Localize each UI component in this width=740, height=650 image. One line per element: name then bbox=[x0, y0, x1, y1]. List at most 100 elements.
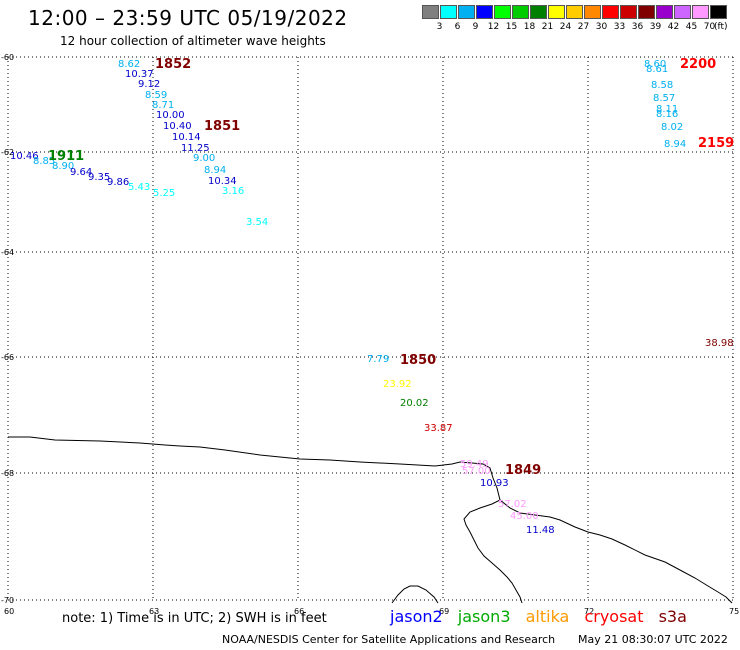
wave-height-value: 8.60 bbox=[644, 59, 666, 70]
wave-height-value: 8.57 bbox=[653, 93, 675, 104]
map-title: 12:00 – 23:59 UTC 05/19/2022 bbox=[28, 6, 348, 30]
scale-unit: (ft) bbox=[714, 22, 728, 32]
wave-height-value: 57.02 bbox=[498, 499, 527, 510]
scale-label: 39 bbox=[649, 22, 662, 32]
wave-height-value: 9.00 bbox=[193, 153, 215, 164]
wave-height-value: 20.02 bbox=[400, 398, 429, 409]
scale-label: 24 bbox=[559, 22, 572, 32]
satellite-legend: jason2 jason3 altika cryosat s3a bbox=[390, 607, 697, 626]
scale-label: 18 bbox=[523, 22, 536, 32]
pass-time-label: 1850 bbox=[400, 353, 436, 368]
wave-height-value: 45.00 bbox=[510, 511, 539, 522]
footer-credit: NOAA/NESDIS Center for Satellite Applica… bbox=[222, 633, 556, 646]
pass-time-label: 1851 bbox=[204, 119, 240, 134]
scale-swatch bbox=[692, 5, 709, 19]
footer-timestamp: May 21 08:30:07 UTC 2022 bbox=[578, 633, 728, 646]
pass-time-label: 1852 bbox=[155, 57, 191, 72]
scale-swatch bbox=[656, 5, 673, 19]
lat-label: -64 bbox=[1, 248, 14, 257]
scale-label: 70 bbox=[703, 22, 716, 32]
wave-height-value: 59.49 bbox=[460, 459, 489, 470]
scale-label: 30 bbox=[595, 22, 608, 32]
scale-swatch bbox=[620, 5, 637, 19]
wave-height-value: 8.71 bbox=[152, 100, 174, 111]
scale-label: 15 bbox=[505, 22, 518, 32]
wave-height-value: 8.02 bbox=[661, 122, 683, 133]
pass-time-label: 2159 bbox=[698, 136, 734, 151]
pass-time-label: 1849 bbox=[505, 463, 541, 478]
satellite-jason2: jason2 bbox=[390, 607, 443, 626]
wave-height-value: 3.54 bbox=[246, 217, 268, 228]
lon-label: 60 bbox=[4, 607, 14, 616]
scale-label: 27 bbox=[577, 22, 590, 32]
scale-swatch bbox=[512, 5, 529, 19]
wave-height-value: 10.14 bbox=[172, 132, 201, 143]
wave-height-value: 8.61 bbox=[646, 64, 668, 75]
satellite-jason3: jason3 bbox=[457, 607, 511, 626]
lat-label: -70 bbox=[1, 596, 14, 605]
scale-swatch bbox=[566, 5, 583, 19]
wave-height-value: 8.90 bbox=[52, 161, 74, 172]
wave-height-value: 8.59 bbox=[145, 90, 167, 101]
wave-height-value: 8.62 bbox=[118, 59, 140, 70]
wave-height-value: 9.35 bbox=[88, 172, 110, 183]
map-subtitle: 12 hour collection of altimeter wave hei… bbox=[60, 34, 326, 48]
satellite-altika: altika bbox=[525, 607, 570, 626]
wave-height-value: 23.92 bbox=[383, 379, 412, 390]
scale-label: 33 bbox=[613, 22, 626, 32]
scale-swatch bbox=[710, 5, 727, 19]
scale-swatch bbox=[602, 5, 619, 19]
lon-label: 75 bbox=[729, 607, 739, 616]
wave-height-value: 9.64 bbox=[70, 167, 92, 178]
scale-swatch bbox=[638, 5, 655, 19]
wave-height-value: 10.93 bbox=[480, 478, 509, 489]
wave-height-value: 10.00 bbox=[156, 110, 185, 121]
wave-height-value: 10.46 bbox=[10, 151, 39, 162]
wave-height-value: 57.00 bbox=[462, 466, 491, 477]
lat-label: -62 bbox=[1, 148, 14, 157]
wave-height-value: 10.34 bbox=[208, 176, 237, 187]
wave-height-value: 8.94 bbox=[204, 165, 226, 176]
scale-swatch bbox=[476, 5, 493, 19]
wave-height-value: 8.85 bbox=[33, 156, 55, 167]
scale-label: 45 bbox=[685, 22, 698, 32]
scale-swatch bbox=[422, 5, 439, 19]
wave-height-value: 8.94 bbox=[664, 139, 686, 150]
lon-label: 66 bbox=[294, 607, 304, 616]
scale-swatch bbox=[674, 5, 691, 19]
scale-label: 12 bbox=[487, 22, 500, 32]
wave-height-value: 7.79 bbox=[367, 354, 389, 365]
scale-swatch bbox=[440, 5, 457, 19]
wave-height-labels: 8.6210.379.128.598.7110.0010.4010.1411.2… bbox=[10, 57, 734, 536]
scale-swatch bbox=[458, 5, 475, 19]
note-text: note: 1) Time is in UTC; 2) SWH is in fe… bbox=[62, 611, 327, 626]
wave-height-value: 10.37 bbox=[125, 69, 154, 80]
scale-label: 21 bbox=[541, 22, 554, 32]
wave-height-value: 33.87 bbox=[424, 423, 453, 434]
lon-label: 63 bbox=[149, 607, 159, 616]
antarctic-coastline-east bbox=[499, 499, 733, 604]
wave-height-value: 9.86 bbox=[107, 177, 129, 188]
scale-swatch bbox=[548, 5, 565, 19]
scale-label: 42 bbox=[667, 22, 680, 32]
satellite-s3a: s3a bbox=[658, 607, 687, 626]
lon-label: 72 bbox=[584, 607, 594, 616]
scale-label: 9 bbox=[472, 22, 479, 32]
scale-swatch bbox=[494, 5, 511, 19]
wave-height-value: 5.43 bbox=[128, 182, 150, 193]
wave-height-value: 11.48 bbox=[526, 525, 555, 536]
scale-swatch bbox=[584, 5, 601, 19]
scale-label: 6 bbox=[454, 22, 461, 32]
antarctic-coastline-south bbox=[391, 585, 439, 604]
scale-swatch bbox=[530, 5, 547, 19]
pass-time-label: 2200 bbox=[680, 57, 716, 72]
wave-height-value: 9.12 bbox=[138, 79, 160, 90]
wave-height-value: 38.98 bbox=[705, 338, 734, 349]
wave-height-value: 10.40 bbox=[163, 121, 192, 132]
scale-label: 3 bbox=[436, 22, 443, 32]
wave-height-value: 5.25 bbox=[153, 188, 175, 199]
wave-height-value: 11.25 bbox=[181, 143, 210, 154]
scale-label: 36 bbox=[631, 22, 644, 32]
coastline bbox=[8, 436, 733, 604]
